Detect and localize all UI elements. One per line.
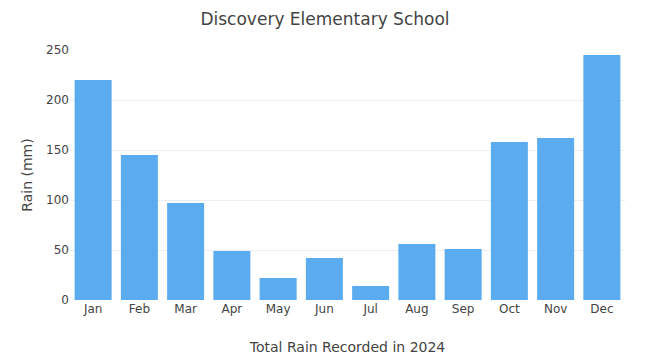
- svg-text:Feb: Feb: [129, 302, 150, 316]
- svg-text:Jan: Jan: [83, 302, 103, 316]
- svg-text:Jun: Jun: [314, 302, 334, 316]
- svg-text:Mar: Mar: [174, 302, 197, 316]
- svg-text:Sep: Sep: [452, 302, 475, 316]
- svg-text:0: 0: [61, 293, 69, 307]
- svg-text:Aug: Aug: [405, 302, 428, 316]
- svg-text:Discovery Elementary School: Discovery Elementary School: [200, 9, 449, 29]
- svg-text:100: 100: [46, 193, 69, 207]
- svg-text:Total Rain Recorded in 2024: Total Rain Recorded in 2024: [249, 339, 446, 355]
- svg-text:150: 150: [46, 143, 69, 157]
- svg-text:Nov: Nov: [544, 302, 567, 316]
- svg-text:Oct: Oct: [499, 302, 520, 316]
- svg-text:Dec: Dec: [590, 302, 613, 316]
- svg-text:Apr: Apr: [221, 302, 242, 316]
- svg-text:Jul: Jul: [362, 302, 377, 316]
- svg-text:May: May: [266, 302, 291, 316]
- svg-text:200: 200: [46, 93, 69, 107]
- svg-text:Rain (mm): Rain (mm): [19, 138, 35, 211]
- svg-text:50: 50: [54, 243, 69, 257]
- svg-text:250: 250: [46, 43, 69, 57]
